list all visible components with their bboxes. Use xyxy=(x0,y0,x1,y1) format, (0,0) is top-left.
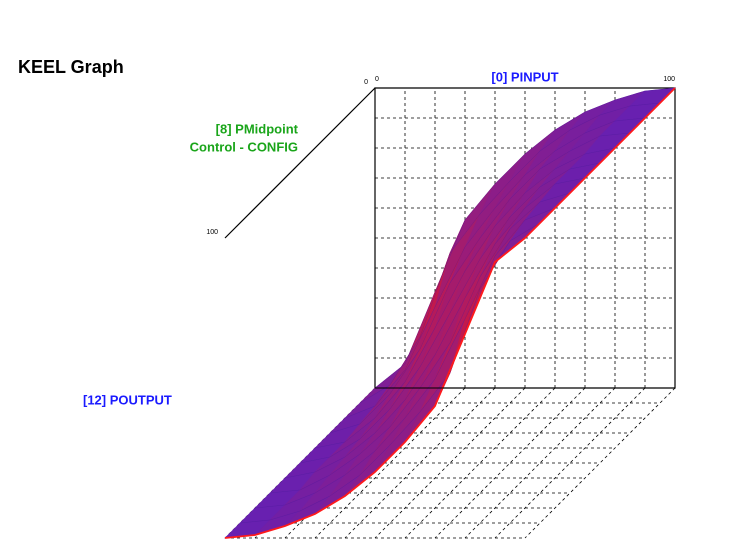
depth-tick-label: 100 xyxy=(206,229,218,236)
surface-row xyxy=(344,117,646,419)
floor-grid-line xyxy=(494,387,646,539)
x-axis-label: [0] PINPUT xyxy=(491,69,558,84)
surface-row xyxy=(359,102,661,404)
surface-row xyxy=(299,162,601,464)
floor-grid-line xyxy=(524,387,676,539)
floor-grid-line xyxy=(344,387,496,539)
floor-grid-line xyxy=(404,387,556,539)
surface-row xyxy=(314,147,616,449)
x-tick-label: 0 xyxy=(375,76,379,83)
x-tick-label: 100 xyxy=(663,76,675,83)
floor-grid-line xyxy=(374,387,526,539)
surface-row xyxy=(284,177,586,479)
depth-axis-label: Control - CONFIG xyxy=(190,139,298,154)
depth-axis xyxy=(224,87,376,239)
front-edge xyxy=(224,237,526,539)
floor-grid-line xyxy=(434,387,586,539)
surface-row xyxy=(329,132,631,434)
depth-tick-label: 0 xyxy=(364,79,368,86)
floor-grid-line xyxy=(464,387,616,539)
side-edge xyxy=(524,87,676,239)
z-axis-label: [12] POUTPUT xyxy=(83,392,172,407)
floor-grid-line xyxy=(314,387,466,539)
chart-title: KEEL Graph xyxy=(18,57,124,77)
surface-row xyxy=(374,87,676,389)
depth-axis-label: [8] PMidpoint xyxy=(216,121,299,136)
surface-row xyxy=(254,207,556,509)
